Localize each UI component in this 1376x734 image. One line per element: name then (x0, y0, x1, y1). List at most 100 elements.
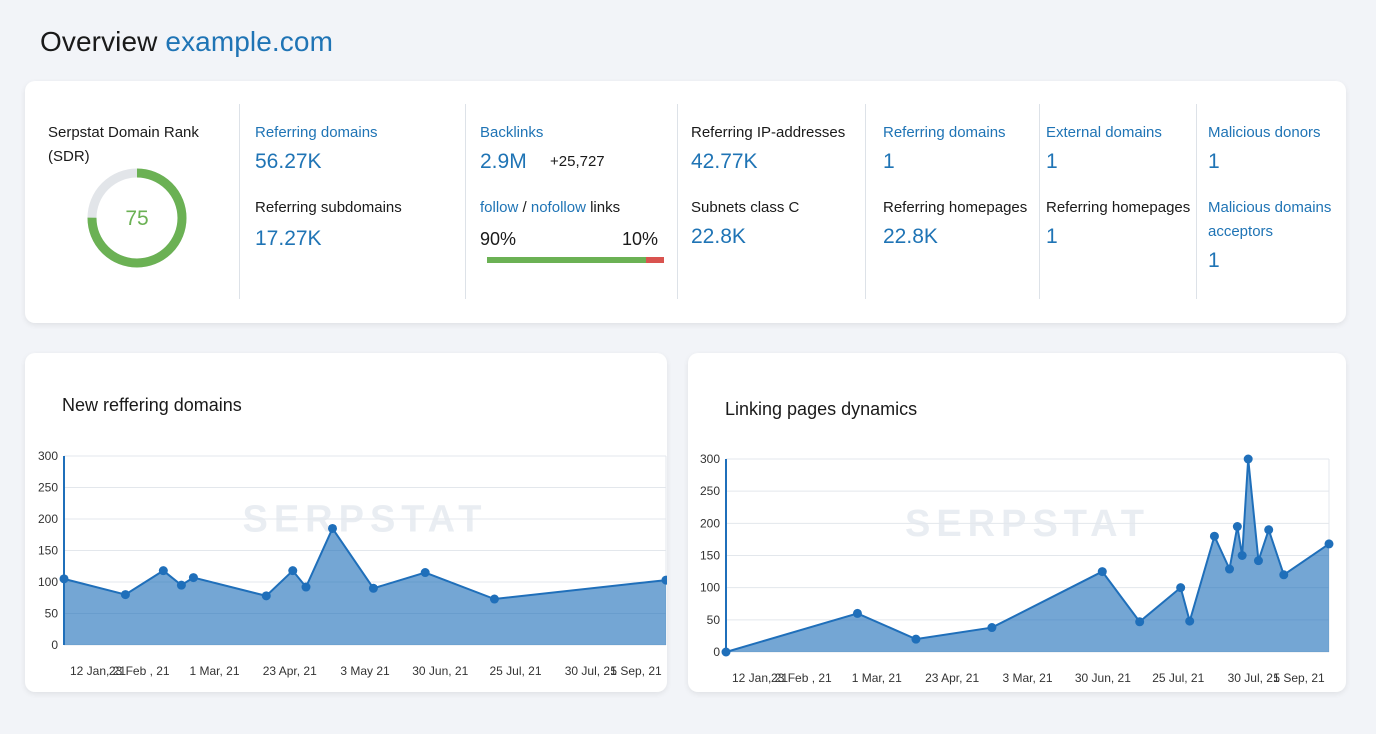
column-divider (1196, 104, 1197, 299)
data-point (1176, 583, 1186, 593)
x-tick-label: 25 Jul, 21 (1152, 671, 1204, 685)
data-point (1279, 570, 1289, 580)
y-tick-label: 0 (713, 645, 720, 659)
data-point (188, 573, 198, 583)
backlinks-link[interactable]: Backlinks (480, 124, 544, 141)
referring-ip-value: 42.77K (691, 150, 758, 173)
data-point (1264, 525, 1274, 535)
data-point (1209, 531, 1219, 541)
external-domains-value: 1 (1046, 150, 1058, 173)
column-divider (865, 104, 866, 299)
x-tick-label: 23 Apr, 21 (263, 664, 317, 678)
sdr-value: 75 (125, 207, 148, 230)
data-point (59, 574, 69, 584)
data-point (261, 591, 271, 601)
y-tick-label: 50 (707, 613, 721, 627)
subnets-label: Subnets class C (691, 199, 800, 216)
y-tick-label: 100 (38, 575, 58, 589)
outgoing-referring-domains-link[interactable]: Referring domains (883, 124, 1006, 141)
referring-ip-label: Referring IP-addresses (691, 124, 846, 141)
external-homepages-value: 1 (1046, 225, 1058, 248)
outgoing-referring-domains-value: 1 (883, 150, 895, 173)
referring-subdomains-label: Referring subdomains (255, 199, 402, 216)
referring-homepages-value: 22.8K (883, 225, 938, 248)
data-point (176, 580, 186, 590)
data-point (1097, 567, 1107, 577)
nofollow-percent: 10% (622, 229, 659, 249)
follow-link[interactable]: follow (480, 199, 519, 216)
data-point (1232, 522, 1242, 532)
external-homepages-label: Referring homepages (1046, 199, 1191, 216)
watermark-logo: SERPSTAT (905, 503, 1150, 545)
malicious-donors-value: 1 (1208, 150, 1220, 173)
x-tick-label: 30 Jun, 21 (1075, 671, 1131, 685)
x-tick-label: 12 Jan, 21 (732, 671, 788, 685)
column-divider (239, 104, 240, 299)
watermark-logo: SERPSTAT (242, 499, 487, 541)
column-divider (1039, 104, 1040, 299)
data-point (420, 568, 430, 578)
data-point (301, 582, 311, 592)
new-referring-domains-card: New reffering domains SERPSTAT 0 50 100 150 2… (25, 353, 667, 692)
follow-ratio-fill (487, 257, 647, 263)
y-tick-label: 100 (700, 581, 720, 595)
sdr-label: Serpstat Domain Rank (48, 124, 199, 141)
nofollow-link[interactable]: nofollow (530, 199, 586, 216)
malicious-acceptors-value: 1 (1208, 249, 1220, 272)
y-tick-label: 250 (700, 484, 720, 498)
page-title-domain[interactable]: example.com (165, 26, 334, 57)
malicious-acceptors-link[interactable]: Malicious domains (1208, 199, 1332, 216)
data-point (120, 590, 130, 600)
follow-nofollow-legend: follow / nofollow links (480, 196, 620, 220)
chart-title: New reffering domains (62, 395, 242, 415)
data-point (489, 594, 499, 604)
x-tick-label: 30 Jun, 21 (412, 664, 468, 678)
referring-homepages-label: Referring homepages (883, 199, 1028, 216)
series-area (726, 459, 1329, 652)
metrics-card: Serpstat Domain Rank (SDR) 75 Referring … (25, 81, 1346, 323)
external-domains-link[interactable]: External domains (1046, 124, 1162, 141)
y-tick-label: 250 (38, 481, 58, 495)
data-point (1225, 564, 1235, 574)
y-tick-label: 200 (700, 516, 720, 530)
x-tick-label: 3 May 21 (340, 664, 390, 678)
data-point (288, 566, 298, 576)
data-point (1324, 539, 1334, 549)
x-tick-label: 5 Sep, 21 (1273, 671, 1325, 685)
data-point (721, 647, 731, 657)
page-title: Overview example.com (40, 26, 333, 58)
data-point (1185, 616, 1195, 626)
y-tick-label: 0 (51, 638, 58, 652)
series-area (64, 528, 666, 645)
data-point (987, 623, 997, 633)
x-tick-label: 23 Feb , 21 (771, 671, 832, 685)
follow-percent: 90% (480, 229, 517, 249)
malicious-donors-link[interactable]: Malicious donors (1208, 124, 1321, 141)
chart-title: Linking pages dynamics (725, 399, 918, 419)
data-point (1253, 556, 1263, 566)
data-point (1237, 551, 1247, 560)
backlinks-value: 2.9M (480, 150, 527, 173)
x-tick-label: 1 Mar, 21 (189, 664, 239, 678)
y-tick-label: 150 (38, 544, 58, 558)
x-tick-label: 5 Sep, 21 (610, 664, 662, 678)
data-point (158, 566, 168, 576)
x-tick-label: 30 Jul, 21 (1228, 671, 1280, 685)
x-tick-label: 1 Mar, 21 (852, 671, 902, 685)
page-title-label: Overview (40, 26, 158, 57)
x-tick-label: 23 Apr, 21 (925, 671, 979, 685)
subnets-value: 22.8K (691, 225, 746, 248)
data-point (1135, 617, 1145, 627)
data-point (852, 608, 862, 618)
y-tick-label: 300 (38, 449, 58, 463)
malicious-acceptors-link-line2[interactable]: acceptors (1208, 223, 1274, 240)
referring-domains-link[interactable]: Referring domains (255, 124, 378, 141)
follow-ratio-bar (487, 257, 664, 263)
y-tick-label: 300 (700, 452, 720, 466)
y-tick-label: 150 (700, 549, 720, 563)
referring-subdomains-value: 17.27K (255, 227, 322, 250)
backlinks-delta: +25,727 (550, 153, 605, 170)
x-tick-label: 25 Jul, 21 (489, 664, 541, 678)
